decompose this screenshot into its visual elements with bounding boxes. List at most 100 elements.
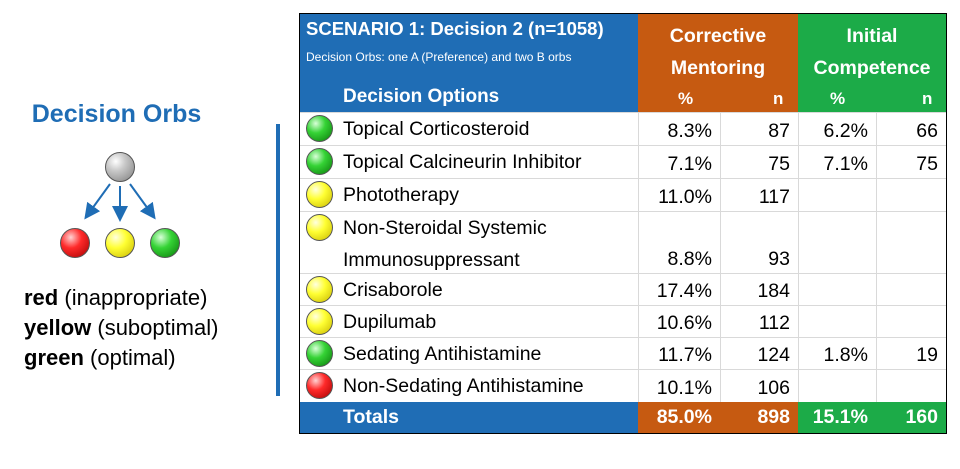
option-label-line1: Topical Calcineurin Inhibitor	[343, 151, 582, 173]
cm-n-cell: 124	[720, 338, 798, 370]
ic-pct-cell	[798, 179, 876, 212]
cm-n-value: 93	[768, 248, 790, 270]
orb-cell	[300, 113, 338, 146]
ic-n-header: n	[922, 89, 933, 108]
orb-cell	[300, 274, 338, 306]
ic-pct-cell: 6.2%	[798, 113, 876, 146]
legend-line-yellow: yellow (suboptimal)	[24, 313, 218, 343]
table-row: Dupilumab 10.6% 112	[300, 305, 946, 338]
ic-pct-cell: 1.8%	[798, 338, 876, 370]
table-row: Crisaborole 17.4% 184	[300, 273, 946, 306]
scenario-subtitle: Decision Orbs: one A (Preference) and tw…	[306, 50, 572, 64]
options-header: Decision Options	[343, 86, 500, 107]
cm-n-cell: 87	[720, 113, 798, 146]
legend-line-green: green (optimal)	[24, 343, 218, 373]
red-orb-icon	[306, 372, 333, 399]
ic-n-cell	[876, 306, 946, 338]
yellow-orb-icon	[306, 308, 333, 335]
cm-n-value: 184	[757, 280, 790, 302]
ic-n-cell: 75	[876, 146, 946, 179]
cm-pct-cell: 10.6%	[638, 306, 720, 338]
legend-title: Decision Orbs	[31, 100, 202, 128]
group-title-ic: Initial Competence	[798, 20, 946, 84]
option-label: Non-Sedating Antihistamine	[338, 370, 638, 403]
green-orb-icon	[306, 148, 333, 175]
cm-n-cell: 93	[720, 212, 798, 274]
totals-ic-pct: 15.1%	[798, 402, 876, 433]
option-label-line1: Phototherapy	[343, 184, 460, 206]
option-label: Non-Steroidal Systemic Immunosuppressant	[338, 212, 638, 274]
cm-n-cell: 184	[720, 274, 798, 306]
orb-diagram	[55, 148, 185, 263]
totals-cm-pct: 85.0%	[638, 402, 720, 433]
option-label-line1: Non-Sedating Antihistamine	[343, 375, 584, 397]
option-label-line1: Dupilumab	[343, 311, 437, 333]
cm-n-value: 124	[757, 344, 790, 366]
option-label-line2: Immunosuppressant	[343, 249, 520, 271]
ic-pct-cell	[798, 212, 876, 274]
group1-line2: Mentoring	[670, 57, 766, 79]
cm-n-header: n	[773, 89, 784, 108]
group2-line1: Initial	[846, 25, 898, 47]
cm-pct-cell: 17.4%	[638, 274, 720, 306]
cm-pct-cell: 8.3%	[638, 113, 720, 146]
ic-n-cell	[876, 370, 946, 403]
cm-pct-cell: 7.1%	[638, 146, 720, 179]
cm-pct-value: 8.3%	[667, 120, 712, 142]
cm-pct-value: 11.0%	[658, 186, 712, 208]
table-row: Topical Corticosteroid 8.3% 87 6.2% 66	[300, 112, 946, 146]
ic-n-cell: 19	[876, 338, 946, 370]
green-orb-icon	[150, 228, 180, 258]
table-row: Sedating Antihistamine 11.7% 124 1.8% 19	[300, 337, 946, 370]
cm-n-value: 87	[768, 120, 790, 142]
option-label: Crisaborole	[338, 274, 638, 306]
orb-cell	[300, 179, 338, 212]
ic-n-cell	[876, 179, 946, 212]
green-orb-icon	[306, 340, 333, 367]
cm-pct-header: %	[678, 89, 694, 108]
option-label-line1: Sedating Antihistamine	[343, 343, 542, 365]
table-row: Non-Sedating Antihistamine 10.1% 106	[300, 369, 946, 403]
cm-pct-cell: 11.7%	[638, 338, 720, 370]
legend-line-red: red (inappropriate)	[24, 283, 218, 313]
option-label: Topical Calcineurin Inhibitor	[338, 146, 638, 179]
cm-pct-value: 17.4%	[656, 280, 712, 302]
yellow-orb-icon	[306, 276, 333, 303]
ic-n-value: 66	[916, 120, 938, 142]
ic-pct-cell	[798, 370, 876, 403]
ic-pct-value: 7.1%	[823, 153, 868, 175]
group1-line1: Corrective	[669, 25, 767, 47]
ic-n-cell	[876, 212, 946, 274]
group2-line2: Competence	[813, 57, 931, 79]
totals-label: Totals	[343, 406, 399, 428]
cm-n-cell: 112	[720, 306, 798, 338]
divider-bar	[276, 124, 280, 396]
ic-pct-cell	[798, 274, 876, 306]
orb-cell	[300, 306, 338, 338]
cm-pct-value: 8.8%	[667, 248, 712, 270]
legend-red-word: red	[24, 285, 59, 310]
ic-pct-value: 1.8%	[823, 344, 868, 366]
cm-n-value: 75	[768, 153, 790, 175]
yellow-orb-icon	[306, 214, 333, 241]
orb-cell	[300, 338, 338, 370]
gray-orb-icon	[105, 152, 135, 182]
ic-n-cell: 66	[876, 113, 946, 146]
totals-row: Totals 85.0% 898 15.1% 160	[300, 402, 946, 433]
orb-cell	[300, 370, 338, 403]
ic-pct-cell	[798, 306, 876, 338]
orb-cell	[300, 146, 338, 179]
cm-n-cell: 106	[720, 370, 798, 403]
totals-cm-n: 898	[720, 402, 798, 433]
cm-n-value: 106	[757, 377, 790, 399]
cm-n-cell: 75	[720, 146, 798, 179]
ic-pct-value: 6.2%	[823, 120, 868, 142]
option-label: Sedating Antihistamine	[338, 338, 638, 370]
cm-n-value: 117	[758, 186, 790, 208]
option-label: Topical Corticosteroid	[338, 113, 638, 146]
legend-yellow-desc: (suboptimal)	[91, 315, 219, 340]
cm-pct-cell: 10.1%	[638, 370, 720, 403]
table-row: Phototherapy 11.0% 117	[300, 178, 946, 212]
header-corrective-mentoring: Corrective Mentoring % n	[638, 14, 798, 112]
option-label-line1: Crisaborole	[343, 279, 443, 301]
